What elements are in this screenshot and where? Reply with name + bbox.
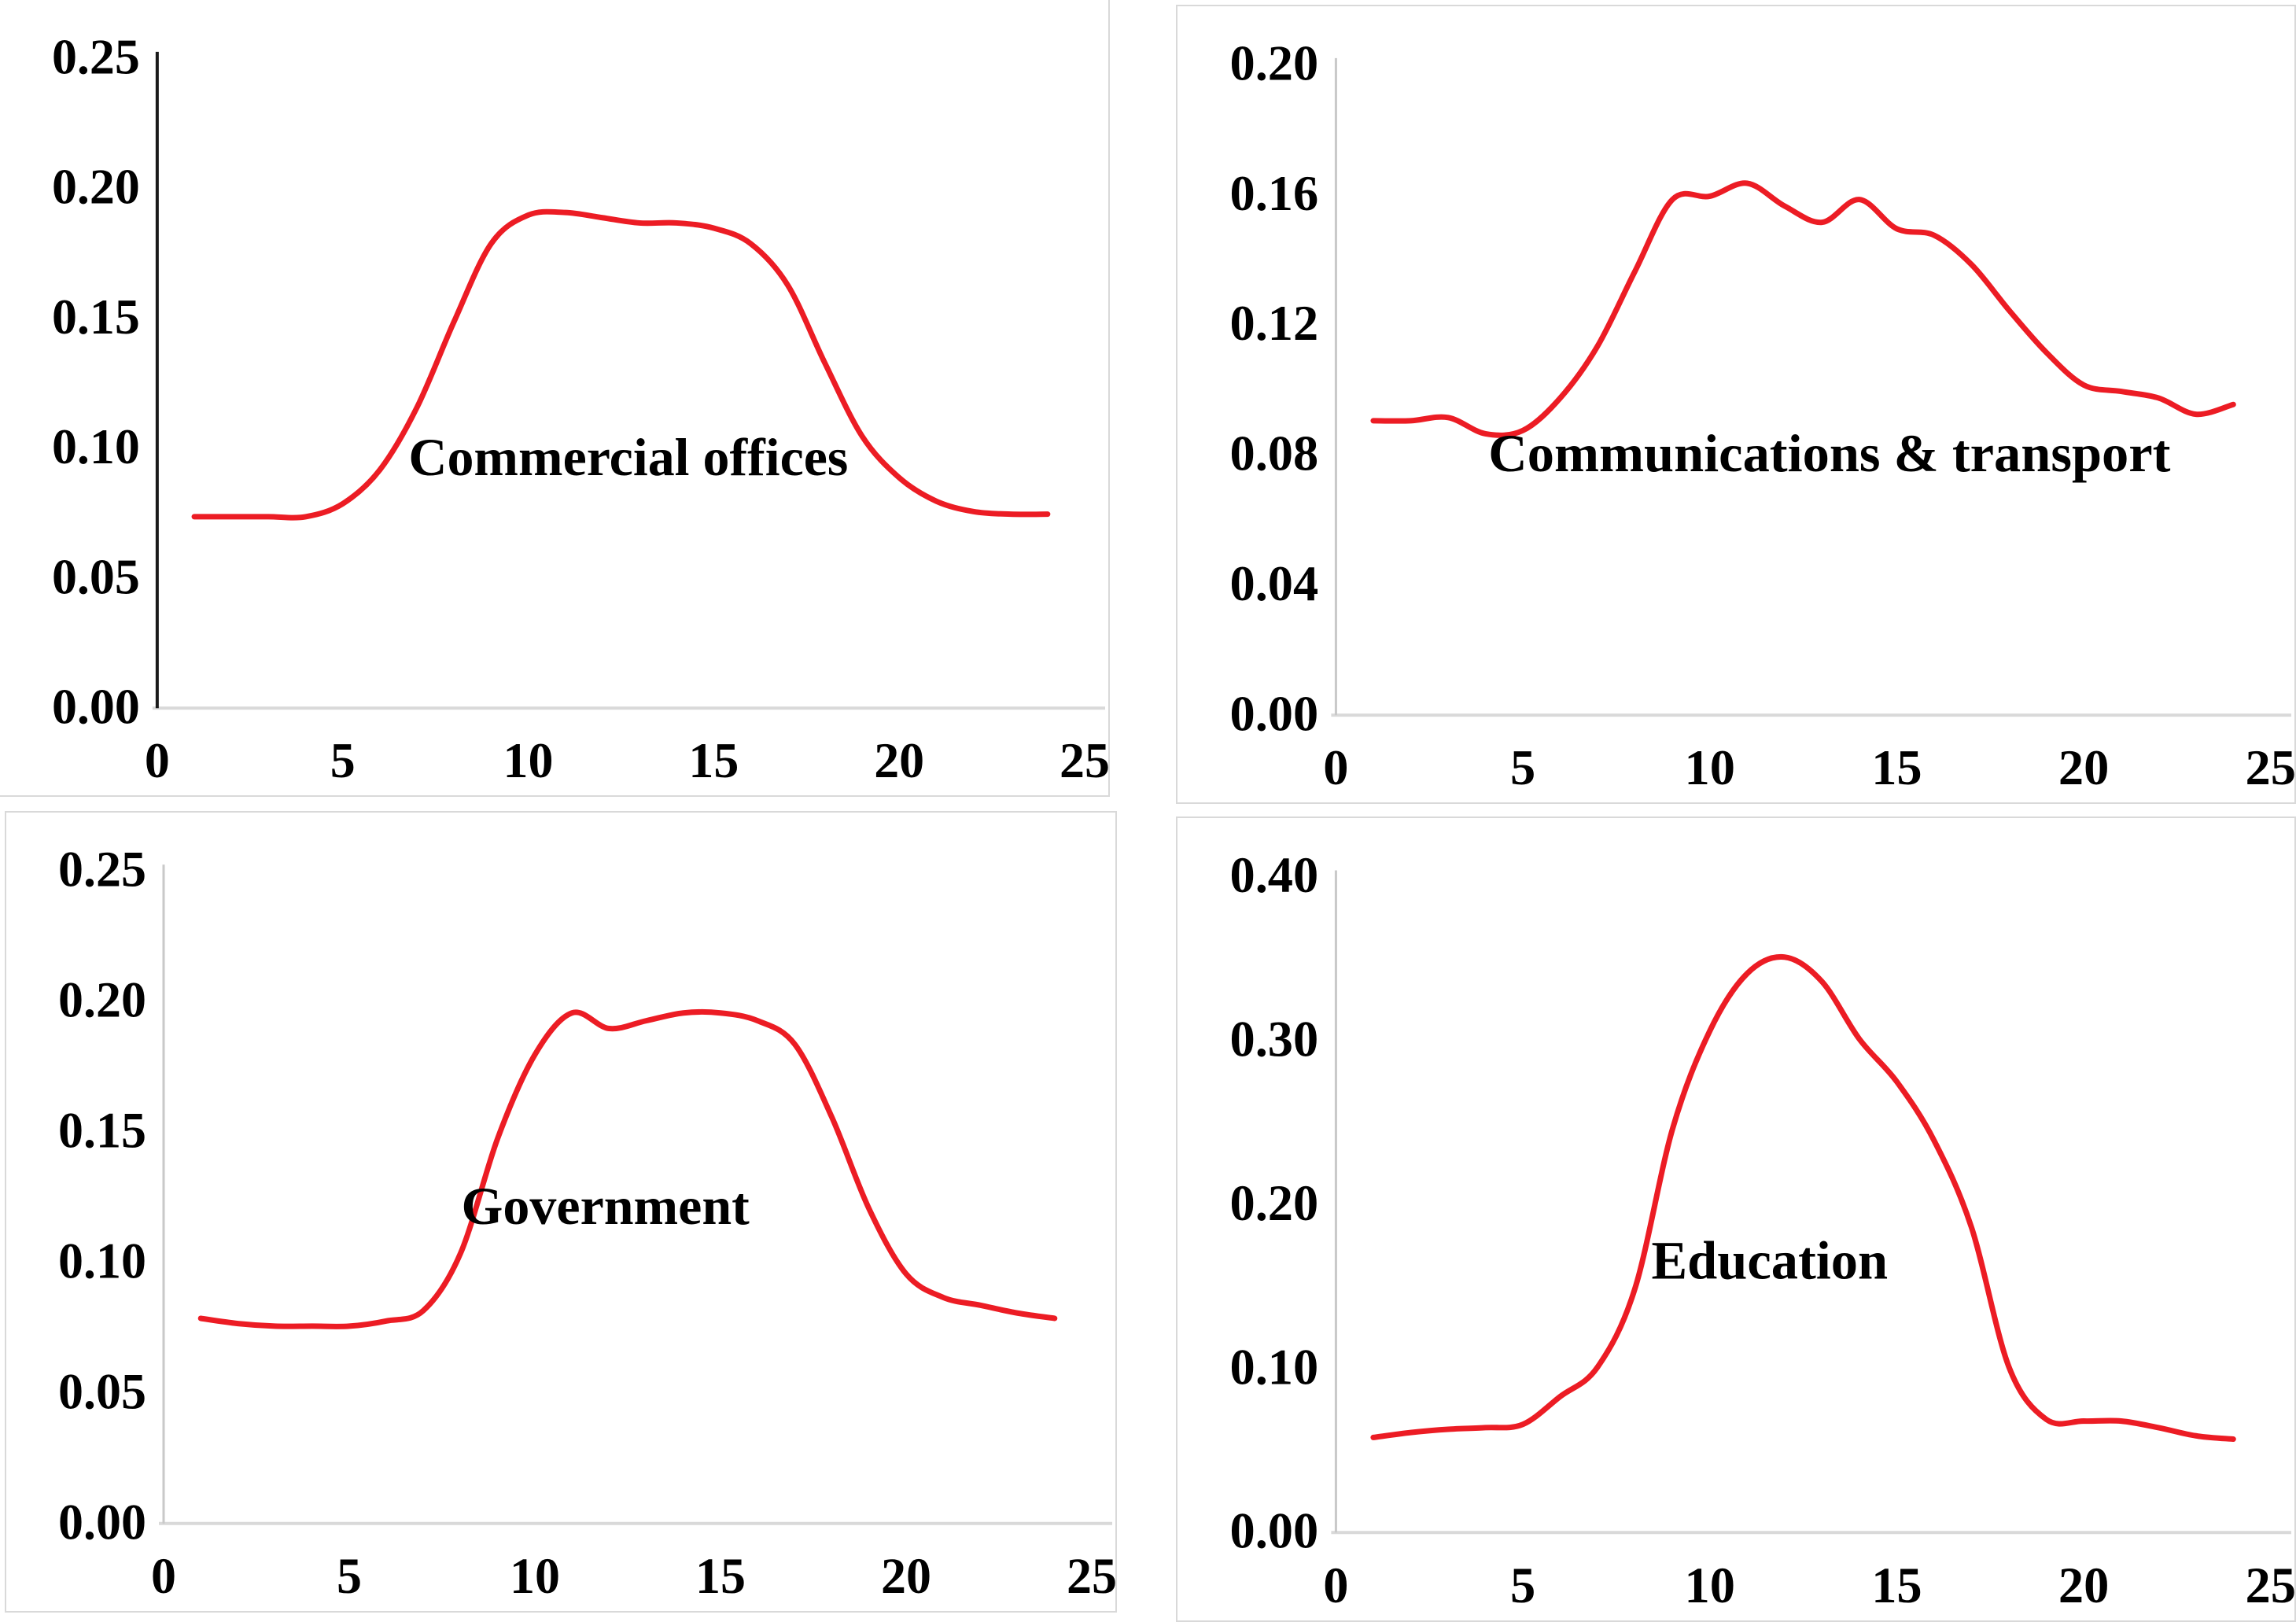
- line-chart-education: 0.00 0.10 0.20 0.30 0.40 0 5 10 15 20 25 Education: [1229, 847, 2294, 1613]
- x-tick-label: 10: [1685, 1557, 1735, 1613]
- y-tick-label: 0.30: [1229, 1011, 1318, 1067]
- x-tick-label: 5: [330, 732, 356, 788]
- series-line: [1370, 180, 2236, 438]
- chart-panel-communications-transport: 0.00 0.04 0.08 0.12 0.16 0.20 0 5 10 15 20 25 Commun…: [1176, 5, 2296, 804]
- line-chart-communications-transport: 0.00 0.04 0.08 0.12 0.16 0.20 0 5 10 15 20 25 Commun…: [1229, 35, 2294, 795]
- series-line: [191, 208, 1051, 521]
- series-line: [1370, 953, 2236, 1443]
- chart-title: Communications & transport: [1488, 423, 2170, 483]
- x-tick-label: 20: [2058, 739, 2109, 795]
- y-tick-label: 0.00: [52, 679, 140, 735]
- y-tick-label: 0.00: [1229, 686, 1318, 742]
- chart-title: Education: [1652, 1230, 1889, 1290]
- y-tick-label: 0.12: [1229, 295, 1318, 351]
- x-tick-label: 10: [1685, 739, 1735, 795]
- y-tick-label: 0.05: [58, 1363, 146, 1419]
- y-tick-label: 0.00: [1229, 1503, 1318, 1559]
- x-tick-label: 20: [881, 1548, 931, 1604]
- y-tick-label: 0.20: [58, 972, 146, 1028]
- chart-panel-government: 0.00 0.05 0.10 0.15 0.20 0.25 0 5 10 15 20 25 Govern…: [5, 811, 1117, 1613]
- y-tick-label: 0.25: [52, 28, 140, 84]
- y-tick-label: 0.04: [1229, 555, 1318, 611]
- x-tick-label: 0: [151, 1548, 176, 1604]
- x-tick-label: 25: [2246, 739, 2294, 795]
- line-chart-government: 0.00 0.05 0.10 0.15 0.20 0.25 0 5 10 15 20 25 Govern…: [58, 842, 1115, 1604]
- x-tick-label: 25: [2246, 1557, 2294, 1613]
- x-tick-label: 15: [1871, 1557, 1922, 1613]
- y-tick-label: 0.00: [58, 1494, 146, 1550]
- x-tick-label: 15: [688, 732, 739, 788]
- x-tick-label: 20: [2058, 1557, 2109, 1613]
- x-tick-label: 10: [510, 1548, 560, 1604]
- chart-panel-commercial-offices: 0.00 0.05 0.10 0.15 0.20 0.25 0 5 10 15 20 25 Commer…: [0, 0, 1110, 797]
- y-tick-label: 0.25: [58, 842, 146, 898]
- y-tick-label: 0.16: [1229, 165, 1318, 221]
- y-tick-label: 0.10: [1229, 1339, 1318, 1395]
- x-tick-label: 10: [503, 732, 554, 788]
- y-tick-label: 0.15: [58, 1102, 146, 1158]
- x-tick-label: 15: [695, 1548, 746, 1604]
- chart-title: Government: [462, 1176, 750, 1236]
- series-line: [197, 1008, 1058, 1329]
- y-tick-label: 0.08: [1229, 426, 1318, 481]
- x-tick-label: 5: [337, 1548, 362, 1604]
- y-tick-label: 0.10: [52, 418, 140, 474]
- chart-panel-education: 0.00 0.10 0.20 0.30 0.40 0 5 10 15 20 25 Education: [1176, 817, 2296, 1622]
- x-tick-label: 25: [1067, 1548, 1115, 1604]
- line-chart-commercial-offices: 0.00 0.05 0.10 0.15 0.20 0.25 0 5 10 15 20 25 Commer…: [52, 28, 1108, 788]
- x-tick-label: 25: [1060, 732, 1108, 788]
- x-tick-label: 0: [1323, 1557, 1348, 1613]
- y-tick-label: 0.05: [52, 548, 140, 604]
- x-tick-label: 15: [1871, 739, 1922, 795]
- x-tick-label: 5: [1510, 1557, 1535, 1613]
- y-tick-label: 0.20: [1229, 35, 1318, 91]
- y-tick-label: 0.20: [1229, 1175, 1318, 1231]
- x-tick-label: 0: [145, 732, 170, 788]
- y-tick-label: 0.20: [52, 159, 140, 215]
- x-tick-label: 20: [874, 732, 924, 788]
- x-tick-label: 5: [1510, 739, 1535, 795]
- y-tick-label: 0.15: [52, 289, 140, 345]
- y-tick-label: 0.10: [58, 1233, 146, 1288]
- x-tick-label: 0: [1323, 739, 1348, 795]
- chart-title: Commercial offices: [408, 427, 848, 487]
- y-tick-label: 0.40: [1229, 847, 1318, 903]
